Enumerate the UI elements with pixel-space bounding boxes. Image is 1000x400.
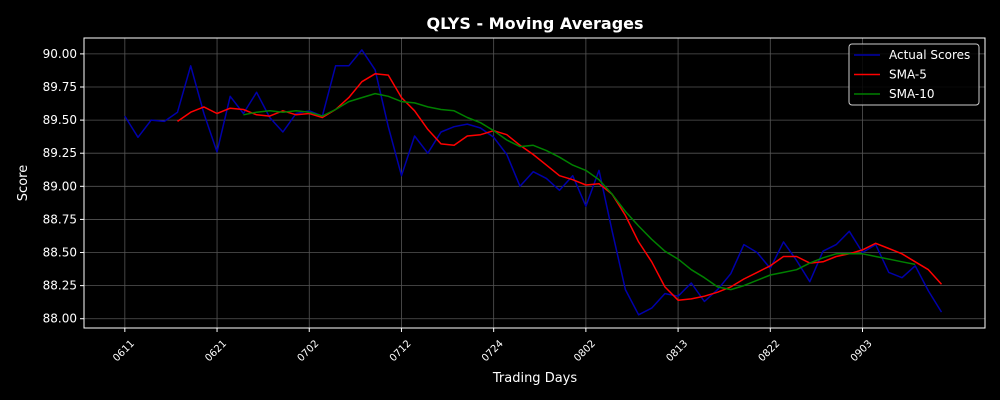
y-tick-label: 88.00 (43, 312, 77, 326)
legend-label-2: SMA-10 (889, 87, 935, 101)
y-tick-label: 89.75 (43, 80, 77, 94)
y-tick-label: 88.50 (43, 246, 77, 260)
chart-title: QLYS - Moving Averages (426, 14, 643, 33)
y-tick-label: 89.50 (43, 113, 77, 127)
y-tick-label: 89.25 (43, 146, 77, 160)
x-axis-title: Trading Days (492, 371, 577, 386)
y-tick-label: 88.25 (43, 279, 77, 293)
y-tick-label: 89.00 (43, 179, 77, 193)
legend-box (848, 43, 980, 106)
series-line-1 (177, 73, 943, 301)
legend-label-0: Actual Scores (889, 48, 970, 62)
legend: Actual Scores SMA-5 SMA-10 (848, 43, 980, 106)
series-line-0 (124, 49, 943, 316)
y-tick-label: 90.00 (43, 47, 77, 61)
plot-frame (83, 37, 986, 329)
y-axis-title: Score (16, 165, 31, 201)
series-line-2 (243, 92, 916, 291)
legend-label-1: SMA-5 (889, 68, 927, 82)
y-tick-label: 88.75 (43, 212, 77, 226)
